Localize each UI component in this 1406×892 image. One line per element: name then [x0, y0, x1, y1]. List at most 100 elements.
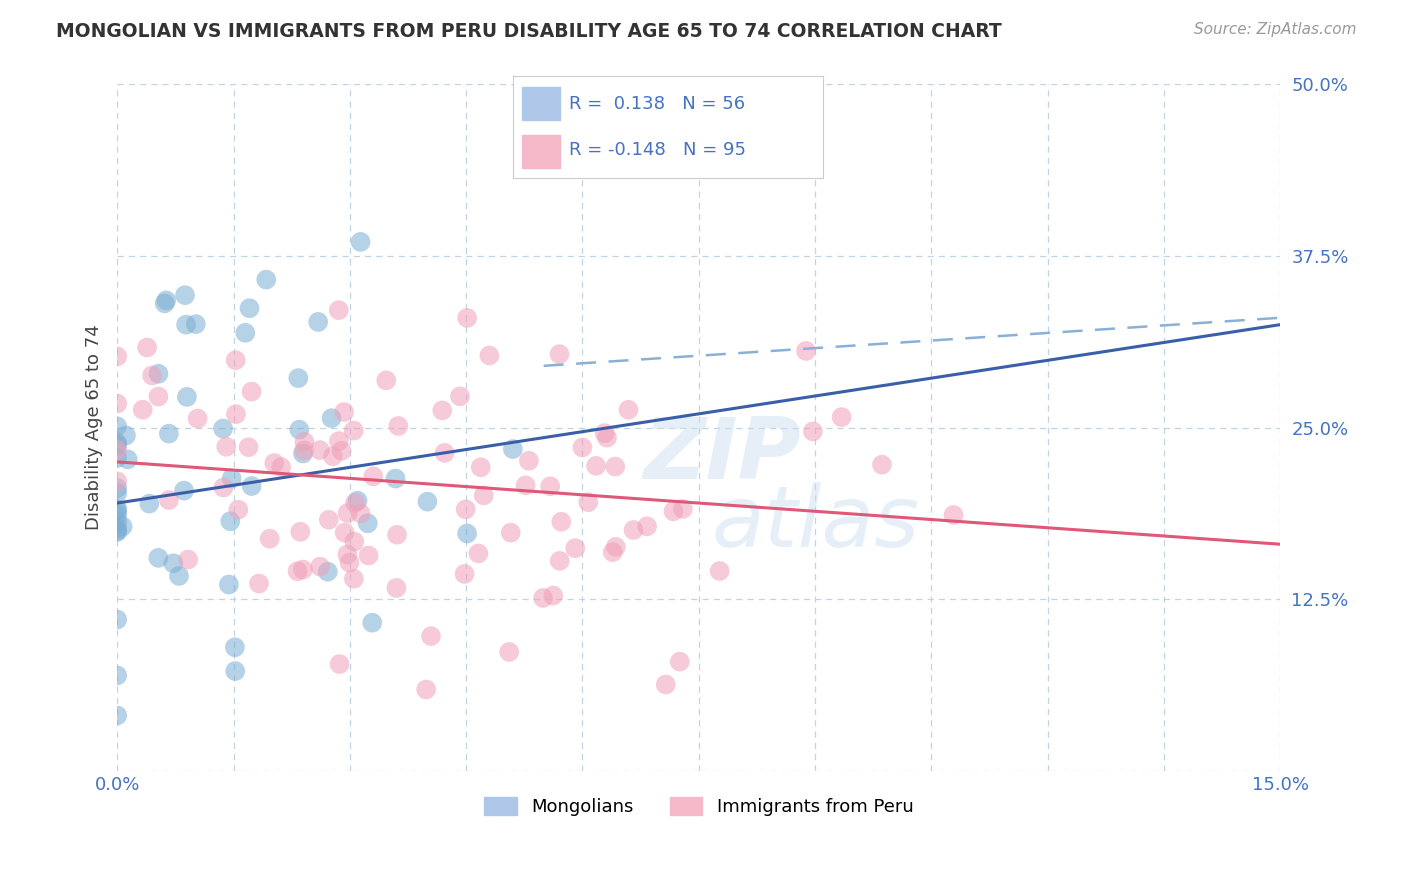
Text: Source: ZipAtlas.com: Source: ZipAtlas.com — [1194, 22, 1357, 37]
Point — [176, 390, 198, 404]
Point — [548, 554, 571, 568]
Point — [167, 569, 190, 583]
Point — [233, 326, 256, 340]
Point — [655, 677, 678, 691]
Point — [294, 434, 316, 449]
Point — [291, 446, 314, 460]
Point — [593, 426, 616, 441]
Point — [259, 532, 281, 546]
Point — [105, 450, 128, 465]
Point — [318, 513, 340, 527]
Point — [502, 442, 524, 456]
Point — [224, 640, 246, 655]
Point — [247, 576, 270, 591]
Point — [215, 440, 238, 454]
Point — [454, 502, 477, 516]
Point — [472, 488, 495, 502]
Point — [415, 682, 437, 697]
Point — [105, 514, 128, 528]
Text: R = -0.148   N = 95: R = -0.148 N = 95 — [569, 141, 745, 159]
Point — [571, 441, 593, 455]
Point — [384, 471, 406, 485]
Point — [456, 526, 478, 541]
Point — [184, 317, 207, 331]
Point — [672, 502, 695, 516]
Point — [290, 524, 312, 539]
Point — [605, 459, 627, 474]
Point — [174, 288, 197, 302]
Point — [515, 478, 537, 492]
Point — [138, 497, 160, 511]
Point — [292, 443, 315, 458]
Point — [105, 442, 128, 457]
Point — [328, 303, 350, 318]
Point — [105, 668, 128, 682]
Point — [333, 525, 356, 540]
Point — [432, 403, 454, 417]
Point — [433, 446, 456, 460]
Point — [105, 613, 128, 627]
Point — [333, 405, 356, 419]
Point — [105, 708, 128, 723]
Point — [187, 411, 209, 425]
Point — [357, 516, 380, 531]
Point — [219, 514, 242, 528]
Point — [136, 340, 159, 354]
Point — [387, 419, 409, 434]
Text: MONGOLIAN VS IMMIGRANTS FROM PERU DISABILITY AGE 65 TO 74 CORRELATION CHART: MONGOLIAN VS IMMIGRANTS FROM PERU DISABI… — [56, 22, 1002, 41]
Point — [623, 523, 645, 537]
Point — [221, 471, 243, 485]
Point — [225, 353, 247, 368]
Point — [307, 315, 329, 329]
Point — [105, 521, 128, 535]
Point — [153, 296, 176, 310]
Point — [141, 368, 163, 383]
Point — [617, 402, 640, 417]
Point — [148, 367, 170, 381]
Point — [263, 456, 285, 470]
Point — [111, 519, 134, 533]
Point — [105, 396, 128, 410]
Point — [224, 664, 246, 678]
Point — [499, 525, 522, 540]
Point — [343, 424, 366, 438]
Point — [105, 350, 128, 364]
Point — [449, 389, 471, 403]
Point — [349, 235, 371, 249]
Point — [870, 458, 893, 472]
Point — [162, 556, 184, 570]
Point — [375, 373, 398, 387]
Point — [668, 655, 690, 669]
Point — [238, 440, 260, 454]
Point — [498, 645, 520, 659]
Point — [212, 421, 235, 435]
Point — [105, 524, 128, 539]
Point — [287, 371, 309, 385]
Point — [605, 540, 627, 554]
Point — [105, 481, 128, 495]
Point — [831, 410, 853, 425]
Point — [550, 515, 572, 529]
Point — [328, 657, 350, 671]
Point — [291, 563, 314, 577]
Point — [330, 443, 353, 458]
Point — [155, 293, 177, 308]
Point — [105, 438, 128, 452]
Point — [254, 272, 277, 286]
Point — [148, 550, 170, 565]
Point — [115, 428, 138, 442]
Point — [173, 483, 195, 498]
Point — [336, 506, 359, 520]
Point — [105, 502, 128, 516]
Point — [309, 443, 332, 458]
Point — [416, 494, 439, 508]
FancyBboxPatch shape — [523, 87, 560, 120]
Point — [541, 589, 564, 603]
Point — [287, 564, 309, 578]
Point — [288, 423, 311, 437]
Point — [531, 591, 554, 605]
Point — [212, 481, 235, 495]
Point — [517, 454, 540, 468]
Point — [478, 349, 501, 363]
Point — [117, 452, 139, 467]
